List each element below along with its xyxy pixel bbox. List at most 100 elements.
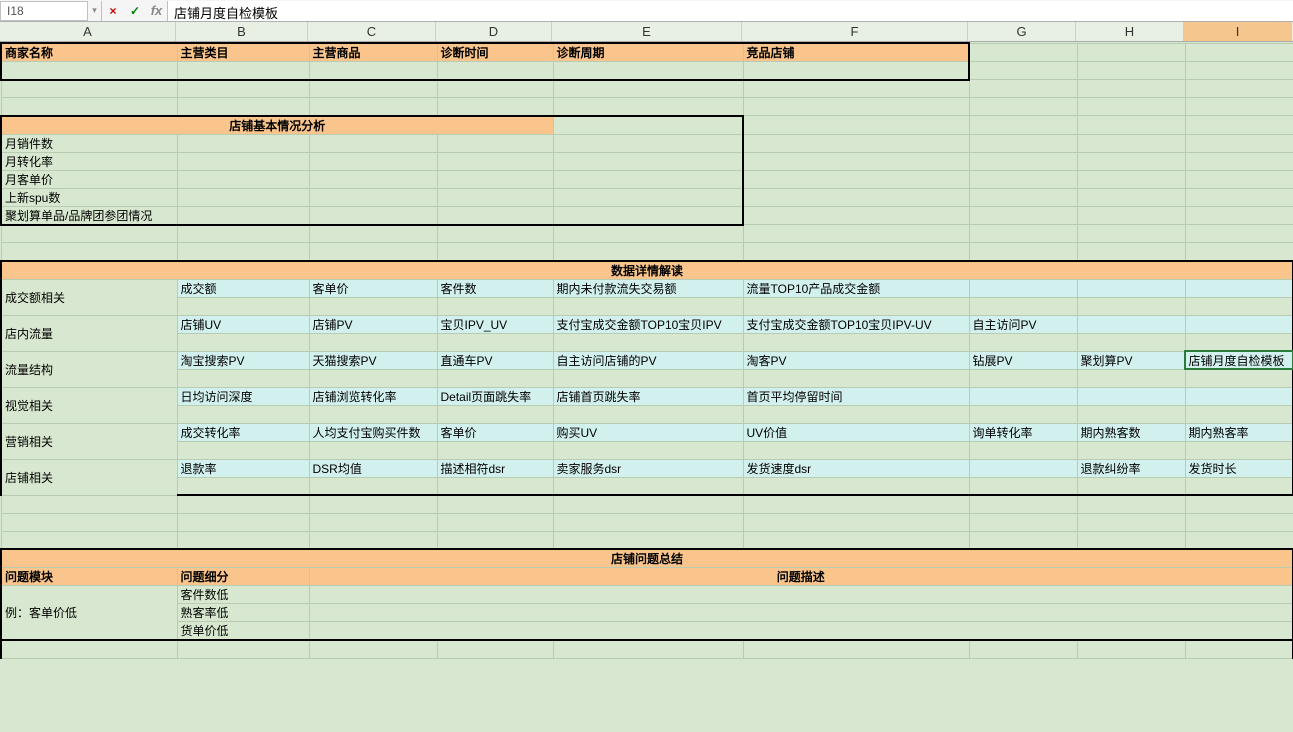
cell[interactable] — [437, 225, 553, 243]
cell[interactable] — [969, 477, 1077, 495]
cell[interactable] — [969, 297, 1077, 315]
metric-cell[interactable]: 支付宝成交金额TOP10宝贝IPV — [553, 315, 743, 333]
metric-cell[interactable]: 直通车PV — [437, 351, 553, 369]
cell[interactable] — [553, 513, 743, 531]
metric-cell[interactable] — [969, 387, 1077, 405]
cell[interactable] — [437, 152, 553, 170]
cell[interactable] — [553, 80, 743, 98]
cell[interactable]: 熟客率低 — [177, 604, 309, 622]
cell[interactable] — [1077, 333, 1185, 351]
cell[interactable] — [969, 170, 1077, 188]
label-cell[interactable]: 月客单价 — [1, 170, 177, 188]
cell[interactable] — [1077, 98, 1185, 116]
cell[interactable] — [553, 405, 743, 423]
label-cell[interactable]: 上新spu数 — [1, 188, 177, 206]
cell[interactable] — [1077, 188, 1185, 206]
cell[interactable] — [743, 477, 969, 495]
header-cell[interactable]: 竞品店铺 — [743, 43, 969, 62]
cell[interactable] — [437, 62, 553, 80]
cell[interactable] — [177, 170, 309, 188]
cell[interactable] — [1185, 116, 1293, 135]
cell[interactable] — [1185, 297, 1293, 315]
cell[interactable] — [309, 206, 437, 225]
cell[interactable] — [1185, 243, 1293, 261]
cell[interactable] — [309, 405, 437, 423]
header-cell[interactable]: 问题细分 — [177, 568, 309, 586]
cell[interactable] — [1185, 333, 1293, 351]
col-header-B[interactable]: B — [176, 22, 308, 41]
cell[interactable] — [309, 243, 437, 261]
metric-cell[interactable]: 流量TOP10产品成交金额 — [743, 279, 969, 297]
cell[interactable] — [309, 640, 437, 658]
cell[interactable] — [1185, 405, 1293, 423]
cell[interactable] — [553, 170, 743, 188]
cell[interactable] — [1077, 243, 1185, 261]
col-header-E[interactable]: E — [552, 22, 742, 41]
cell[interactable] — [309, 531, 437, 549]
metric-cell[interactable]: 店铺首页跳失率 — [553, 387, 743, 405]
cell[interactable] — [1185, 170, 1293, 188]
metric-cell[interactable] — [1185, 279, 1293, 297]
metric-cell[interactable]: 发货时长 — [1185, 459, 1293, 477]
cell[interactable] — [743, 495, 969, 513]
cell[interactable] — [437, 206, 553, 225]
group-label[interactable]: 店铺相关 — [1, 459, 177, 495]
cell[interactable] — [743, 640, 969, 658]
col-header-D[interactable]: D — [436, 22, 552, 41]
cell[interactable] — [309, 369, 437, 387]
metric-cell[interactable]: 期内未付款流失交易额 — [553, 279, 743, 297]
cell[interactable] — [309, 225, 437, 243]
cell[interactable] — [553, 243, 743, 261]
group-label[interactable]: 流量结构 — [1, 351, 177, 387]
cell[interactable] — [437, 405, 553, 423]
group-label[interactable]: 成交额相关 — [1, 279, 177, 315]
cell[interactable] — [553, 116, 743, 135]
cell[interactable] — [969, 441, 1077, 459]
section3-title[interactable]: 店铺问题总结 — [1, 549, 1293, 568]
cell[interactable] — [177, 134, 309, 152]
cell[interactable] — [553, 333, 743, 351]
cell[interactable] — [553, 369, 743, 387]
cell[interactable] — [969, 640, 1077, 658]
cell[interactable] — [1185, 531, 1293, 549]
cell[interactable] — [437, 441, 553, 459]
cell[interactable] — [1185, 206, 1293, 225]
cell[interactable] — [969, 134, 1077, 152]
cell[interactable] — [969, 369, 1077, 387]
metric-cell[interactable]: 期内熟客数 — [1077, 423, 1185, 441]
cell[interactable] — [553, 134, 743, 152]
cell[interactable] — [1185, 188, 1293, 206]
cell[interactable]: 客件数低 — [177, 586, 309, 604]
metric-cell[interactable]: 支付宝成交金额TOP10宝贝IPV-UV — [743, 315, 969, 333]
metric-cell[interactable]: 店铺浏览转化率 — [309, 387, 437, 405]
cell[interactable] — [1, 243, 177, 261]
cell[interactable] — [437, 297, 553, 315]
metric-cell[interactable]: 自主访问店铺的PV — [553, 351, 743, 369]
header-cell[interactable]: 主营类目 — [177, 43, 309, 62]
cell[interactable] — [553, 297, 743, 315]
cell[interactable] — [743, 98, 969, 116]
header-cell[interactable]: 问题模块 — [1, 568, 177, 586]
cell[interactable] — [437, 98, 553, 116]
metric-cell[interactable]: 首页平均停留时间 — [743, 387, 969, 405]
cell[interactable] — [1077, 225, 1185, 243]
metric-cell[interactable]: 客单价 — [437, 423, 553, 441]
cell[interactable] — [1185, 80, 1293, 98]
cell[interactable] — [309, 586, 1293, 604]
cell[interactable] — [1185, 369, 1293, 387]
cell[interactable] — [177, 640, 309, 658]
header-cell[interactable]: 商家名称 — [1, 43, 177, 62]
cell[interactable] — [309, 98, 437, 116]
metric-cell[interactable]: DSR均值 — [309, 459, 437, 477]
header-cell[interactable]: 主营商品 — [309, 43, 437, 62]
cell[interactable] — [553, 477, 743, 495]
cell[interactable] — [177, 297, 309, 315]
cell[interactable] — [1077, 531, 1185, 549]
cell[interactable] — [553, 225, 743, 243]
cell[interactable] — [1077, 80, 1185, 98]
metric-cell[interactable]: 淘宝搜索PV — [177, 351, 309, 369]
cell[interactable] — [177, 531, 309, 549]
metric-cell[interactable]: 客单价 — [309, 279, 437, 297]
cell[interactable] — [177, 513, 309, 531]
cell[interactable] — [1077, 170, 1185, 188]
